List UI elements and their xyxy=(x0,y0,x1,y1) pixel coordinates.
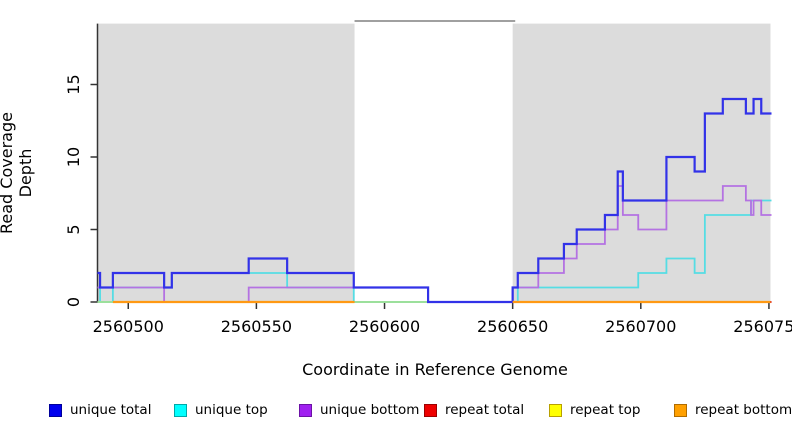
x-tick-label: 2560500 xyxy=(93,317,164,336)
legend-swatch-unique-top xyxy=(174,403,187,417)
legend-label: unique bottom xyxy=(320,402,420,418)
legend-swatch-repeat-bottom xyxy=(674,403,687,417)
legend-item-repeat-top: repeat top xyxy=(549,400,640,420)
y-tick-label: 10 xyxy=(64,147,83,167)
x-axis-label: Coordinate in Reference Genome xyxy=(302,360,568,379)
series-unique-top xyxy=(97,199,772,303)
legend-item-repeat-total: repeat total xyxy=(424,400,524,420)
legend-swatch-repeat-total xyxy=(424,403,437,417)
legend-swatch-unique-total xyxy=(49,403,62,417)
repeat-region-right xyxy=(512,23,771,302)
chart-legend: unique total unique top unique bottom repea… xyxy=(0,400,792,424)
legend-label: repeat bottom xyxy=(695,402,792,418)
y-tick-label: 0 xyxy=(64,297,83,307)
legend-item-unique-bottom: unique bottom xyxy=(299,400,419,420)
y-tick-label: 5 xyxy=(64,224,83,234)
x-tick-label: 2560600 xyxy=(349,317,420,336)
legend-label: unique top xyxy=(195,402,268,418)
legend-label: unique total xyxy=(70,402,152,418)
y-axis-label: Read Coverage Depth xyxy=(0,112,35,234)
legend-swatch-repeat-top xyxy=(549,403,562,417)
legend-swatch-unique-bottom xyxy=(299,403,312,417)
series-unique-total xyxy=(97,97,772,304)
repeat-region-left xyxy=(97,23,355,302)
y-tick-label: 15 xyxy=(64,74,83,94)
legend-item-repeat-bottom: repeat bottom xyxy=(674,400,792,420)
x-tick-label: 2560550 xyxy=(221,317,292,336)
x-tick-label: 2560700 xyxy=(605,317,676,336)
legend-item-unique-total: unique total xyxy=(49,400,151,420)
legend-item-unique-top: unique top xyxy=(174,400,268,420)
legend-label: repeat total xyxy=(445,402,525,418)
legend-label: repeat top xyxy=(570,402,641,418)
x-tick-label: 2560650 xyxy=(477,317,548,336)
